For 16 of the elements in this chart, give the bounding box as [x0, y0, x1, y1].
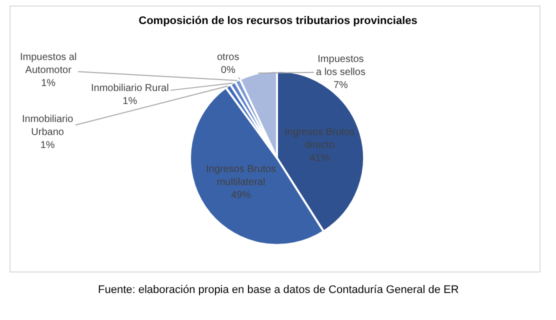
slice-label: Inmobiliario Urbano: [22, 114, 74, 138]
source-note: Fuente: elaboración propia en base a datos de Contaduría General de ER: [98, 284, 459, 296]
slice-label: Inmobiliario Rural: [91, 83, 169, 94]
slice-label: Impuestos a los sellos: [316, 54, 366, 78]
data-label: 49%: [231, 190, 252, 201]
data-label: 1%: [40, 140, 55, 151]
text: 0%: [220, 65, 236, 76]
data-label: 1%: [41, 78, 56, 89]
slice-label: Impuestos al Automotor: [20, 52, 77, 76]
category-label: otros: [217, 52, 240, 63]
slice-label: Ingresos Brutos directo: [284, 127, 355, 152]
chart-title: Composición de los recursos tributarios provinciales: [138, 14, 418, 27]
data-label: 41%: [310, 153, 330, 164]
slice-label: Ingresos Brutos multilateral: [206, 164, 276, 188]
data-label: 7%: [334, 80, 348, 91]
data-label: 1%: [122, 96, 138, 107]
